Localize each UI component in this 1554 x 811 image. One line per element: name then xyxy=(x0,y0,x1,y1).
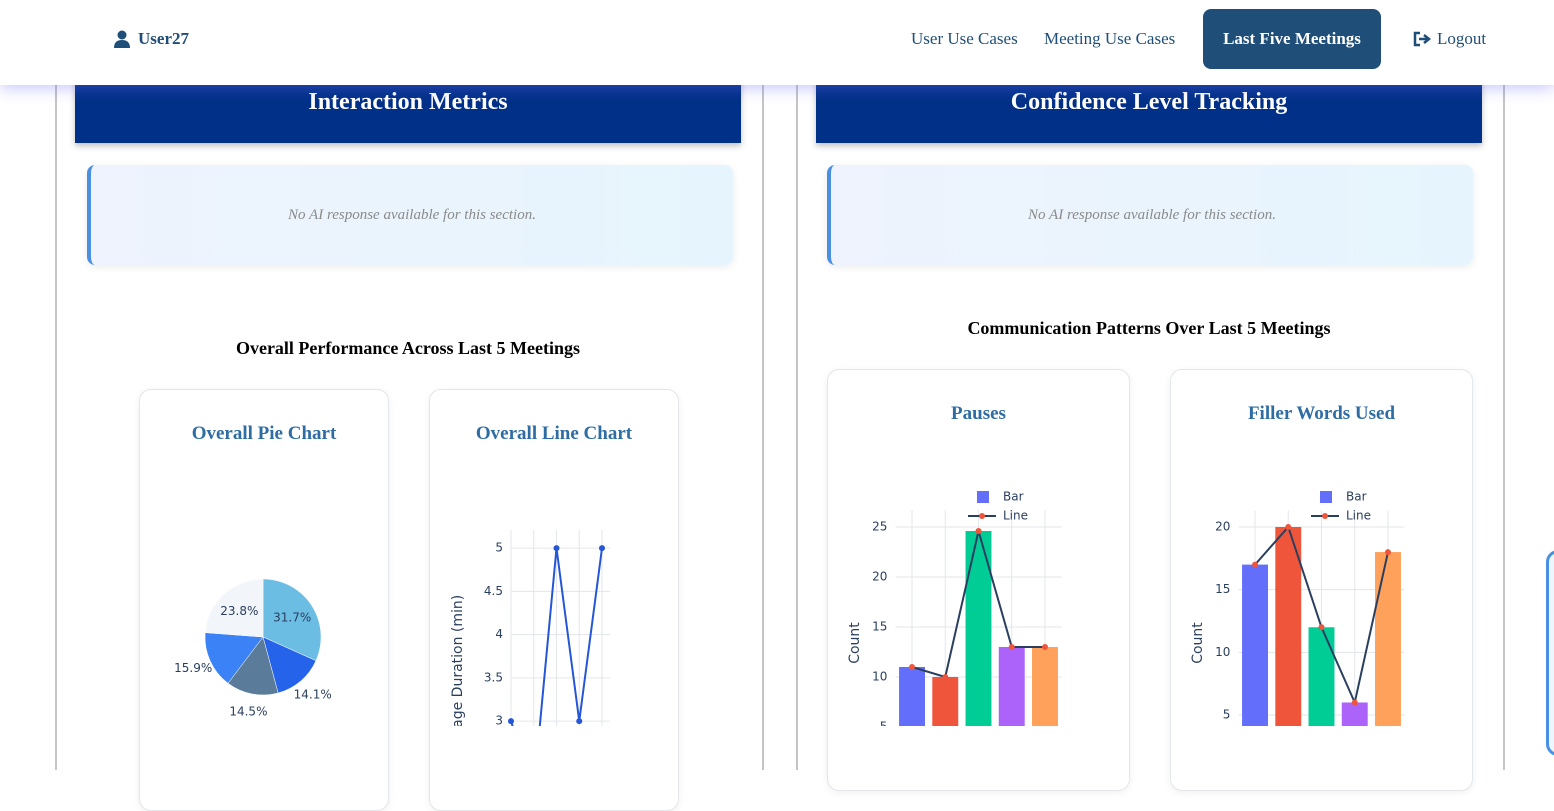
line-marker xyxy=(1351,699,1358,706)
bar xyxy=(1275,526,1302,726)
pie-slice xyxy=(204,632,264,684)
line-marker xyxy=(909,664,916,670)
ai-note: No AI response available for this sectio… xyxy=(87,165,733,265)
pie-slice xyxy=(227,636,279,696)
pie-slice xyxy=(262,636,317,694)
bar xyxy=(998,647,1025,726)
pie-slice xyxy=(262,578,322,662)
pie-label: 31.7% xyxy=(273,611,311,625)
y-tick-label: 20 xyxy=(872,570,887,584)
bar xyxy=(899,667,925,726)
y-axis-label: Count xyxy=(847,622,863,664)
y-tick-label: 15 xyxy=(872,620,887,634)
legend-label: Line xyxy=(1003,509,1028,523)
line-marker xyxy=(942,674,949,680)
nav-link[interactable]: User Use Cases xyxy=(911,29,1018,48)
bar xyxy=(1032,647,1058,726)
section-subtitle: Overall Performance Across Last 5 Meetin… xyxy=(235,338,581,358)
bar xyxy=(1375,552,1401,726)
line-marker xyxy=(576,718,583,725)
y-axis-label: Count xyxy=(1190,622,1206,664)
user-icon xyxy=(114,30,130,48)
pie-label: 14.1% xyxy=(294,688,332,702)
pie-label: 15.9% xyxy=(174,661,212,675)
pie-label: 14.5% xyxy=(229,705,267,719)
legend-marker xyxy=(1322,513,1328,519)
chart-title: Overall Pie Chart xyxy=(191,423,337,444)
y-tick-label: 20 xyxy=(1215,519,1230,533)
bar xyxy=(1308,627,1335,726)
y-tick-label: 4 xyxy=(495,627,503,641)
line-marker xyxy=(1252,561,1259,568)
legend-label: Bar xyxy=(1346,490,1367,504)
y-tick-label: 5 xyxy=(880,720,888,727)
y-tick-label: 15 xyxy=(1215,582,1230,596)
y-axis-label: Average Duration (min) xyxy=(450,595,466,726)
y-tick-label: 3 xyxy=(495,714,503,726)
line-marker xyxy=(1318,624,1325,631)
y-tick-label: 5 xyxy=(495,541,503,555)
legend-swatch xyxy=(1320,491,1332,503)
line-marker xyxy=(599,545,605,552)
y-tick-label: 25 xyxy=(872,520,887,534)
legend-marker xyxy=(979,513,985,519)
chart-title: Filler Words Used xyxy=(1247,403,1396,424)
legend-label: Bar xyxy=(1003,490,1024,504)
section-subtitle: Communication Patterns Over Last 5 Meeti… xyxy=(967,318,1331,338)
y-tick-label: 3.5 xyxy=(484,670,503,684)
line-marker xyxy=(975,528,982,534)
y-tick-label: 4.5 xyxy=(484,584,503,598)
nav-link[interactable]: Meeting Use Cases xyxy=(1044,29,1176,48)
charts-layer: 31.7% 14.1% 14.5% 15.9% 23.8% 3 3.5 4 4.5 5 Averag… xyxy=(174,490,1405,727)
y-tick-label: 10 xyxy=(1215,645,1230,659)
line-marker xyxy=(1008,644,1015,650)
user-name: User27 xyxy=(138,29,189,48)
chart-title: Pauses xyxy=(951,403,1006,424)
pie-label: 23.8% xyxy=(220,604,258,618)
bar xyxy=(932,677,959,726)
navbar: User27 User Use Cases Meeting Use Cases … xyxy=(0,0,1554,85)
y-tick-label: 10 xyxy=(872,670,887,684)
logout-link[interactable]: Logout xyxy=(1437,29,1487,48)
y-tick-label: 5 xyxy=(1223,708,1231,722)
ai-note: No AI response available for this sectio… xyxy=(827,165,1473,265)
logout-icon xyxy=(1413,31,1432,47)
line-marker xyxy=(1041,644,1048,650)
line-marker xyxy=(553,545,560,552)
bar xyxy=(1341,702,1368,726)
line-marker xyxy=(508,718,514,725)
line-marker xyxy=(1285,523,1292,530)
legend-swatch xyxy=(977,491,989,503)
bar xyxy=(1242,564,1268,726)
nav-link-active[interactable]: Last Five Meetings xyxy=(1203,9,1381,69)
chart-title: Overall Line Chart xyxy=(475,423,633,444)
pie-slice xyxy=(204,578,264,638)
line-marker xyxy=(1384,549,1391,556)
legend-label: Line xyxy=(1346,509,1371,523)
